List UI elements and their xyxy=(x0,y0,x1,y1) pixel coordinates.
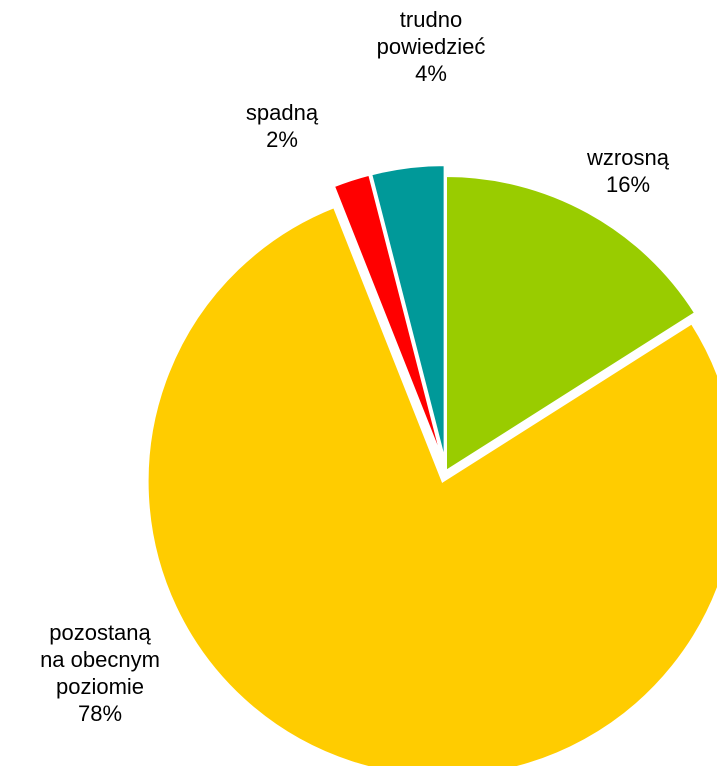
slice-category-label-1: pozostaną xyxy=(49,620,151,645)
pie-slice-0 xyxy=(445,174,697,473)
pie-slice-2 xyxy=(332,173,444,461)
slice-category-label-1: poziomie xyxy=(56,674,144,699)
pie-slice-1 xyxy=(146,205,717,766)
slice-value-label-1: 78% xyxy=(78,701,122,726)
slice-category-label-3: trudno xyxy=(400,7,462,32)
slice-value-label-0: 16% xyxy=(606,172,650,197)
slice-category-label-1: na obecnym xyxy=(40,647,160,672)
pie-slice-3 xyxy=(370,164,446,461)
slice-value-label-3: 4% xyxy=(415,61,447,86)
slice-category-label-2: spadną xyxy=(246,100,319,125)
slice-value-label-2: 2% xyxy=(266,127,298,152)
slice-category-label-3: powiedzieć xyxy=(377,34,486,59)
slice-category-label-0: wzrosną xyxy=(586,145,670,170)
